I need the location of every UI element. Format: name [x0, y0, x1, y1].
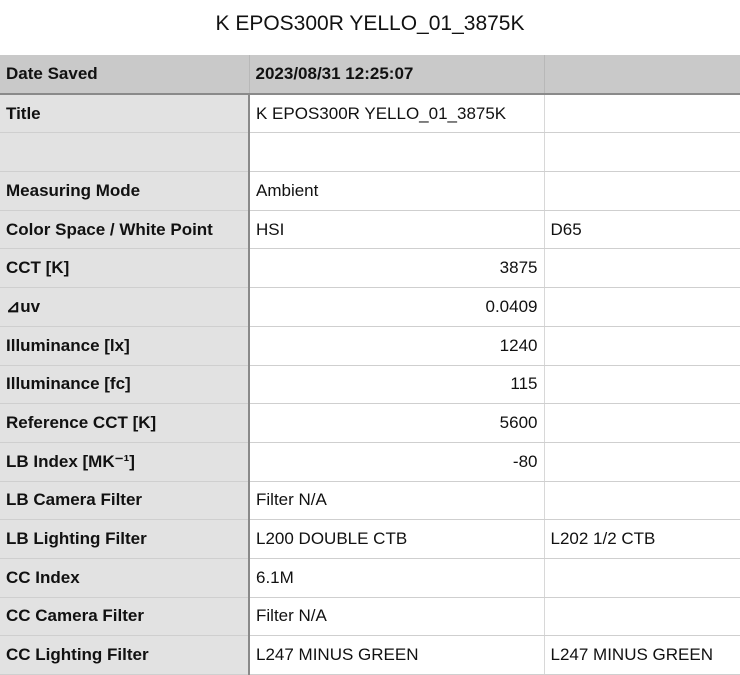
page-title: K EPOS300R YELLO_01_3875K [215, 12, 525, 35]
row-extra [544, 597, 740, 637]
header-label: Date Saved [0, 55, 250, 95]
table-row: CCT [K] 3875 [0, 248, 740, 289]
row-label: CCT [K] [0, 248, 250, 289]
table-row: CC Index 6.1M [0, 558, 740, 598]
row-label: Color Space / White Point [0, 210, 250, 250]
row-value: Filter N/A [249, 597, 545, 637]
row-value [249, 132, 545, 173]
table-row: LB Camera Filter Filter N/A [0, 481, 740, 521]
row-label: LB Camera Filter [0, 481, 250, 521]
row-extra [544, 287, 740, 327]
row-value: L200 DOUBLE CTB [249, 519, 545, 559]
row-extra [544, 248, 740, 289]
row-value: 6.1M [249, 558, 545, 598]
row-label: Measuring Mode [0, 171, 250, 211]
row-extra: L202 1/2 CTB [544, 519, 740, 559]
row-value: Ambient [249, 171, 545, 211]
row-label: LB Index [MK⁻¹] [0, 442, 250, 482]
row-extra [544, 171, 740, 211]
row-extra [544, 93, 740, 134]
row-value: L247 MINUS GREEN [249, 635, 545, 675]
row-label: CC Lighting Filter [0, 635, 250, 675]
row-label: CC Index [0, 558, 250, 598]
row-label: LB Lighting Filter [0, 519, 250, 559]
table-row: ⊿uv 0.0409 [0, 287, 740, 327]
row-value: 1240 [249, 326, 545, 366]
row-value: -80 [249, 442, 545, 482]
row-value: 3875 [249, 248, 545, 289]
table-row: Measuring Mode Ambient [0, 171, 740, 211]
row-value: K EPOS300R YELLO_01_3875K [249, 93, 545, 134]
header-extra [544, 55, 740, 95]
table-row: LB Lighting Filter L200 DOUBLE CTB L202 1/… [0, 519, 740, 559]
header-row: Date Saved 2023/08/31 12:25:07 [0, 55, 740, 95]
row-extra [544, 326, 740, 366]
row-value: 0.0409 [249, 287, 545, 327]
row-extra [544, 558, 740, 598]
row-extra [544, 481, 740, 521]
row-value: 5600 [249, 403, 545, 443]
row-value: Filter N/A [249, 481, 545, 521]
row-label: Illuminance [fc] [0, 365, 250, 405]
measurement-table: Date Saved 2023/08/31 12:25:07 Title K EP… [0, 55, 740, 675]
table-row [0, 132, 740, 173]
row-extra: D65 [544, 210, 740, 250]
row-extra [544, 365, 740, 405]
header-value: 2023/08/31 12:25:07 [249, 55, 545, 95]
row-extra [544, 442, 740, 482]
row-extra [544, 132, 740, 173]
table-row: CC Lighting Filter L247 MINUS GREEN L247 M… [0, 635, 740, 675]
table-row: LB Index [MK⁻¹] -80 [0, 442, 740, 482]
table-row: Color Space / White Point HSI D65 [0, 210, 740, 250]
row-label: CC Camera Filter [0, 597, 250, 637]
table-row: CC Camera Filter Filter N/A [0, 597, 740, 637]
row-label: Reference CCT [K] [0, 403, 250, 443]
row-label [0, 132, 250, 173]
table-row: Illuminance [fc] 115 [0, 365, 740, 405]
row-value: HSI [249, 210, 545, 250]
row-extra: L247 MINUS GREEN [544, 635, 740, 675]
row-label: Illuminance [lx] [0, 326, 250, 366]
row-value: 115 [249, 365, 545, 405]
row-label: ⊿uv [0, 287, 250, 327]
row-label: Title [0, 93, 250, 134]
table-row: Reference CCT [K] 5600 [0, 403, 740, 443]
table-row: Title K EPOS300R YELLO_01_3875K [0, 93, 740, 134]
row-extra [544, 403, 740, 443]
table-row: Illuminance [lx] 1240 [0, 326, 740, 366]
